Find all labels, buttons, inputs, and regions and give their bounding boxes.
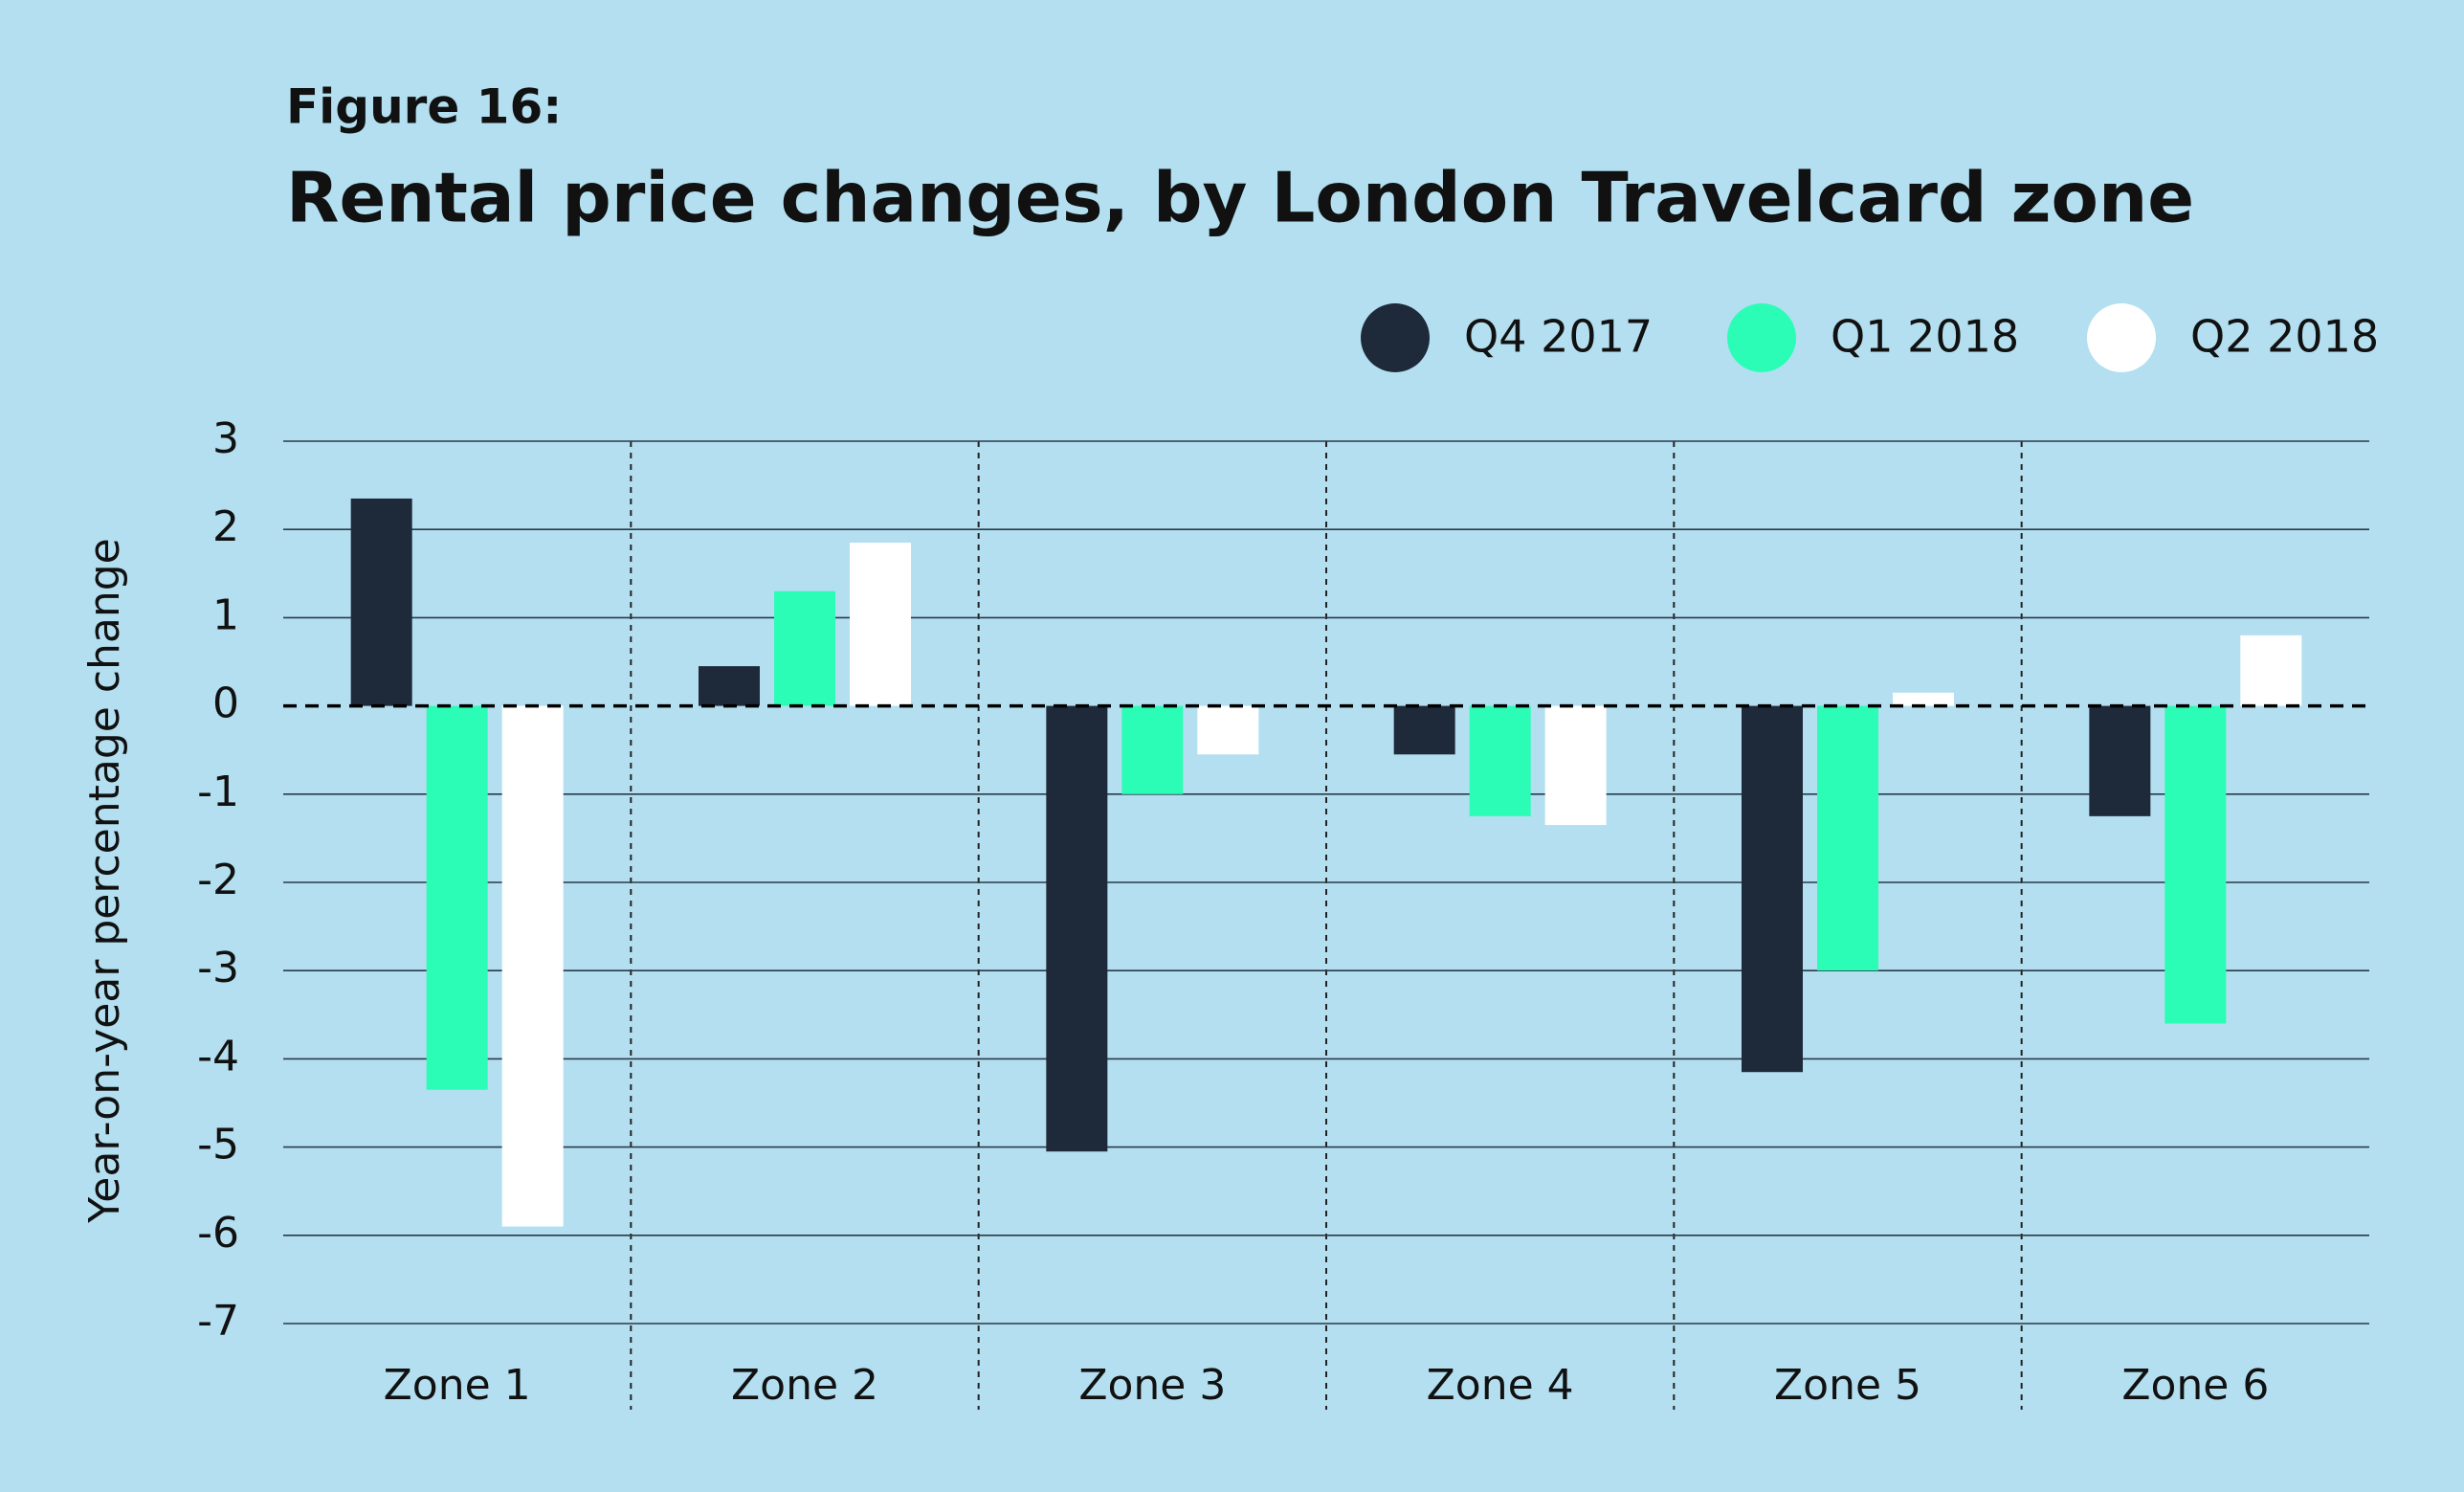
chart-subtitle: Figure 16: (286, 79, 562, 135)
chart-title: Rental price changes, by London Travelca… (286, 158, 2194, 238)
y-tick-label: 1 (212, 590, 239, 639)
bar (774, 590, 835, 706)
legend-label: Q4 2017 (1464, 311, 1653, 363)
y-axis-label: Year-on-year percentage change (80, 538, 129, 1224)
y-tick-label: -2 (197, 856, 239, 904)
bar (1197, 705, 1259, 755)
bar (1469, 705, 1531, 816)
x-tick-label: Zone 3 (1078, 1361, 1226, 1410)
bar (350, 498, 412, 706)
x-tick-label: Zone 2 (731, 1361, 878, 1410)
y-tick-label: -7 (197, 1297, 239, 1346)
y-tick-label: 0 (212, 679, 239, 728)
y-tick-label: -5 (197, 1121, 239, 1169)
bar (1046, 705, 1108, 1152)
x-tick-label: Zone 4 (1427, 1361, 1574, 1410)
y-tick-label: -3 (197, 944, 239, 992)
x-tick-label: Zone 1 (384, 1361, 531, 1410)
y-tick-label: -4 (197, 1032, 239, 1080)
bar (699, 666, 760, 706)
y-tick-label: -1 (197, 768, 239, 816)
x-tick-label: Zone 6 (2121, 1361, 2269, 1410)
legend-swatch (2087, 303, 2156, 372)
legend-swatch (1727, 303, 1796, 372)
bar (1893, 692, 1954, 706)
bar (1544, 705, 1607, 826)
y-tick-label: -6 (197, 1209, 239, 1258)
bar (2164, 705, 2227, 1024)
bar (1121, 705, 1184, 794)
bar (2089, 705, 2151, 816)
bar (501, 705, 564, 1227)
bar (1742, 705, 1803, 1073)
bar (426, 705, 488, 1090)
bar (2240, 635, 2302, 706)
legend-label: Q1 2018 (1831, 311, 2019, 363)
legend-swatch (1361, 303, 1430, 372)
x-tick-label: Zone 5 (1774, 1361, 1921, 1410)
y-tick-label: 3 (212, 414, 239, 463)
bar (1817, 705, 1878, 971)
y-tick-label: 2 (212, 502, 239, 551)
legend-label: Q2 2018 (2190, 311, 2379, 363)
bar (850, 543, 911, 706)
bar (1393, 705, 1455, 755)
